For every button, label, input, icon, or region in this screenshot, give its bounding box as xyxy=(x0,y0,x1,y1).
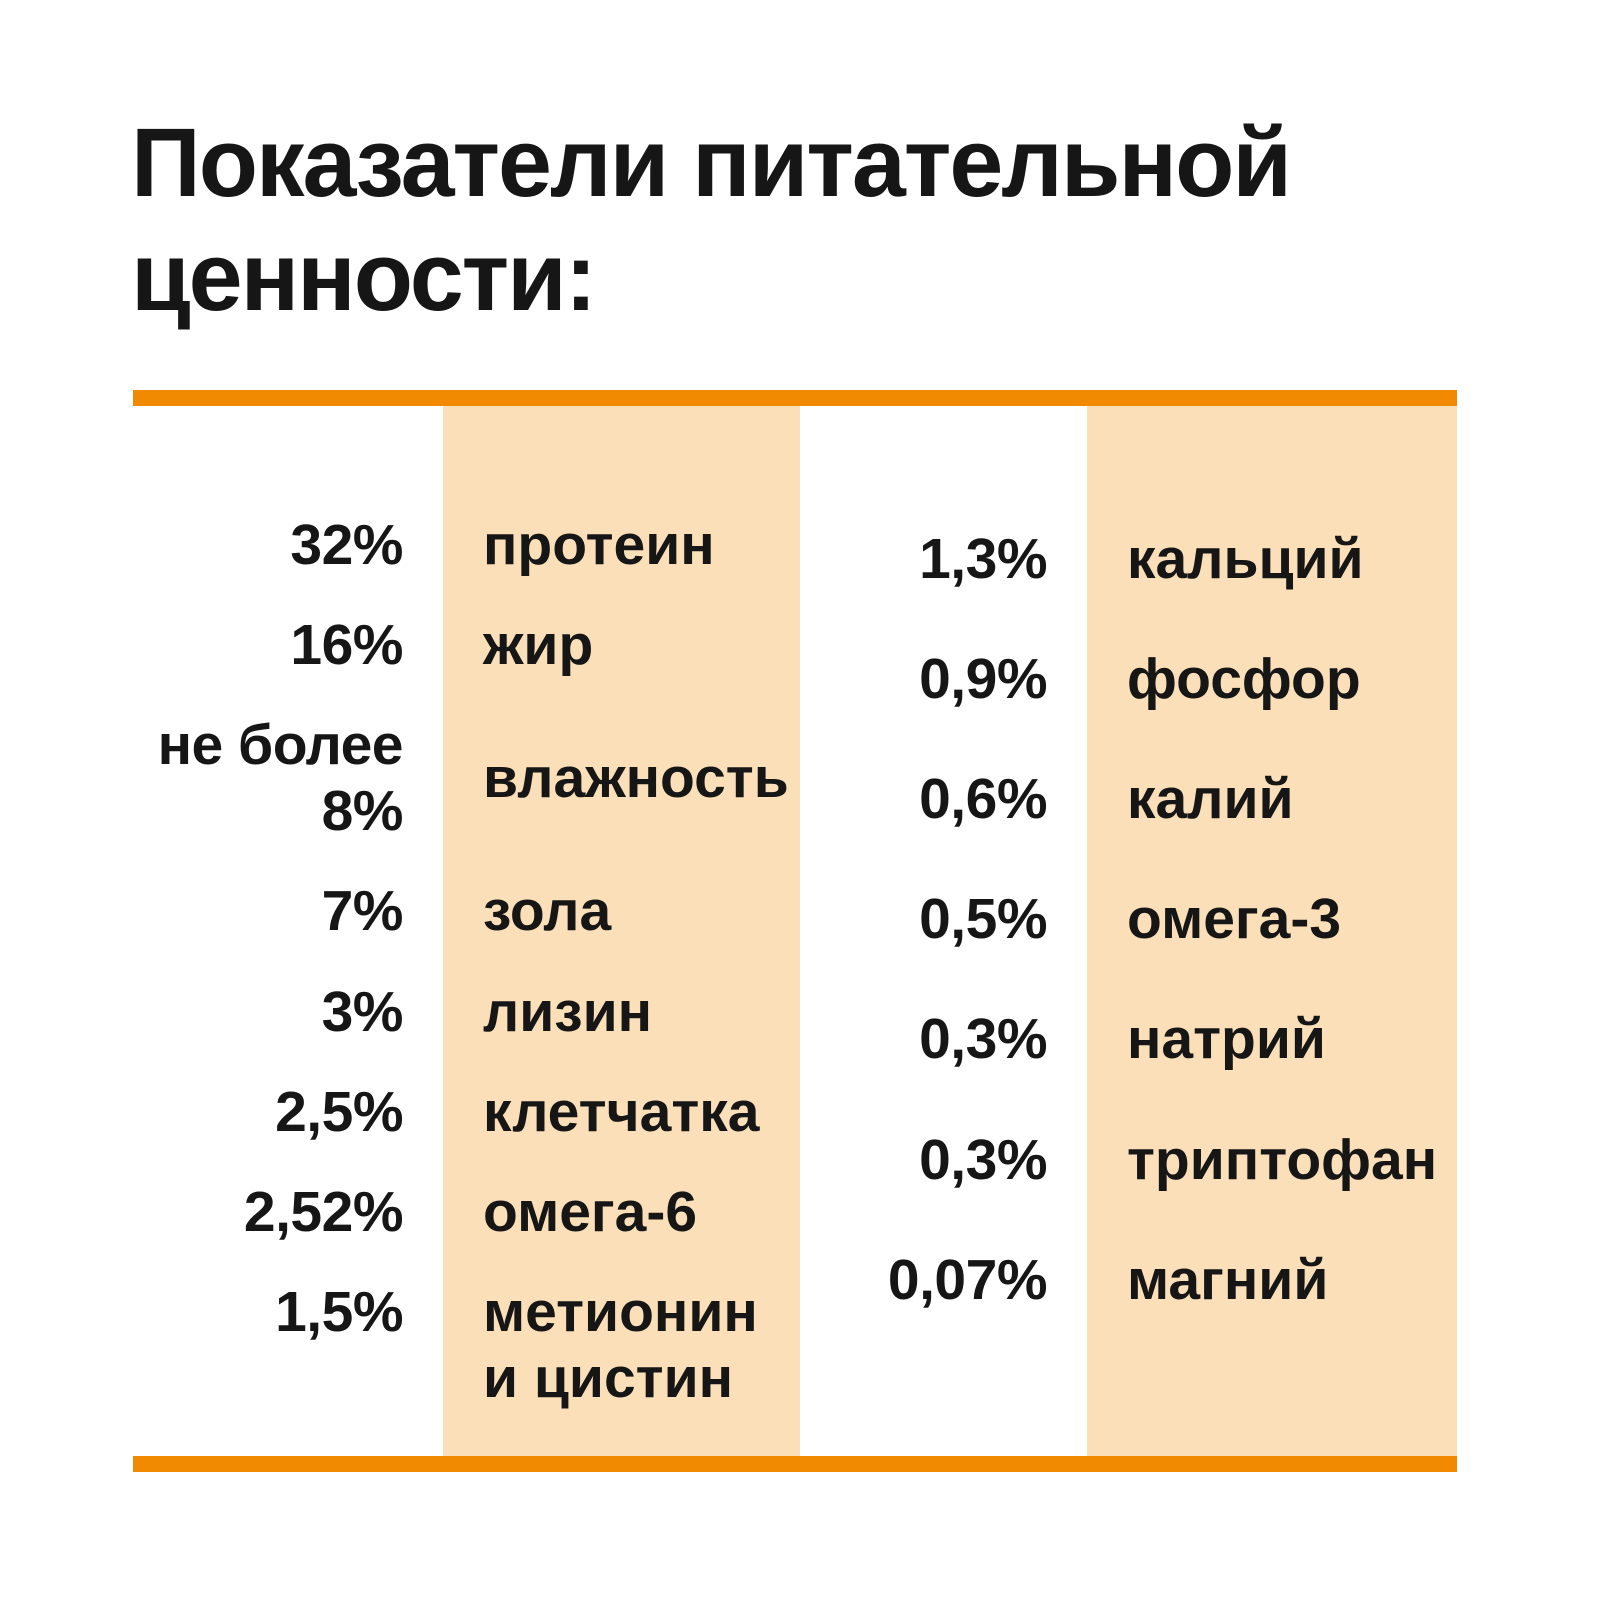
value-cell: 16% xyxy=(290,613,403,678)
label-cell: омега-6 xyxy=(483,1179,698,1244)
label-cell: натрий xyxy=(1127,1007,1326,1072)
value-cell: 0,9% xyxy=(919,647,1047,712)
value-cell: 0,5% xyxy=(919,887,1047,952)
value-cell: 0,6% xyxy=(919,767,1047,832)
value-cell: 1,5% xyxy=(275,1279,403,1344)
right-labels-band xyxy=(1087,406,1457,1456)
left-column: 32% протеин 16% жир не более 8% влажность 7% зо… xyxy=(133,406,800,1411)
label-cell: жир xyxy=(483,613,594,678)
label-cell: кальций xyxy=(1127,527,1364,591)
label-cell: клетчатка xyxy=(483,1079,760,1144)
value-cell: 0,07% xyxy=(887,1247,1048,1312)
value-cell: 1,3% xyxy=(919,527,1047,591)
value-cell: 7% xyxy=(321,879,404,944)
value-cell: 2,5% xyxy=(275,1079,403,1144)
left-labels-band xyxy=(443,406,800,1456)
top-rule xyxy=(133,390,1457,406)
label-cell: калий xyxy=(1127,767,1294,832)
value-cell: 2,52% xyxy=(243,1179,404,1244)
value-cell: не более 8% xyxy=(157,713,404,844)
label-cell: лизин xyxy=(483,979,653,1044)
value-cell: 0,3% xyxy=(919,1127,1047,1192)
value-cell: 0,3% xyxy=(919,1007,1047,1072)
label-cell: фосфор xyxy=(1127,647,1361,712)
label-cell: триптофан xyxy=(1127,1127,1438,1192)
value-cell: 32% xyxy=(290,513,403,577)
nutrition-table: 32% протеин 16% жир не более 8% влажность 7% зо… xyxy=(133,390,1457,1472)
right-column: 1,3% кальций 0,9% фосфор 0,6% калий 0,5% омега-… xyxy=(800,406,1457,1313)
label-cell: протеин xyxy=(483,513,715,577)
label-cell: влажность xyxy=(483,746,789,811)
label-cell: омега-3 xyxy=(1127,887,1342,952)
label-cell: зола xyxy=(483,879,612,944)
value-cell: 3% xyxy=(321,979,404,1044)
label-cell: магний xyxy=(1127,1247,1329,1312)
page-title: Показатели питательной ценности: xyxy=(131,108,1292,332)
bottom-rule xyxy=(133,1456,1457,1472)
label-cell: метионин и цистин xyxy=(483,1279,758,1410)
